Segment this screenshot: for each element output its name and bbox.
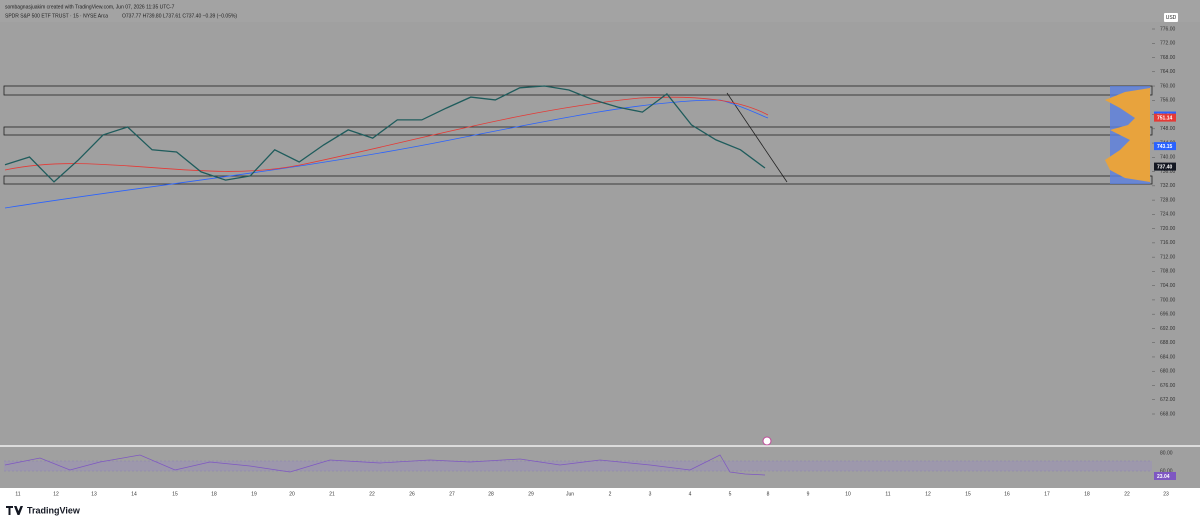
- price-tick-label: 704.00: [1160, 283, 1176, 289]
- price-tag: 737.40: [1157, 164, 1173, 170]
- price-tick-label: 680.00: [1160, 369, 1176, 375]
- time-tick-label: 4: [689, 491, 692, 497]
- zone: [3, 85, 1153, 96]
- price-tick-label: 732.00: [1160, 183, 1176, 189]
- price-tag-box: [1154, 142, 1176, 151]
- trend-line: [726, 92, 788, 183]
- time-tick-label: 12: [925, 491, 931, 497]
- event-icon[interactable]: [762, 436, 772, 446]
- time-tick-label: 15: [172, 491, 178, 497]
- time-tick-label: 20: [289, 491, 295, 497]
- rsi-tick: 80.00: [1160, 450, 1173, 456]
- time-tick-label: 26: [409, 491, 415, 497]
- footer-bar: [0, 500, 1200, 520]
- rsi-band: [4, 461, 1152, 471]
- price-tick-label: 708.00: [1160, 269, 1176, 275]
- price-tick-label: 700.00: [1160, 297, 1176, 303]
- price-tick-label: 728.00: [1160, 197, 1176, 203]
- rsi-tag: 23.04: [1157, 474, 1170, 480]
- price-tick-label: 676.00: [1160, 383, 1176, 389]
- time-tick-label: Jun: [566, 491, 574, 497]
- logo: [6, 506, 23, 515]
- price-tick-label: 748.00: [1160, 126, 1176, 132]
- rsi-line: [4, 454, 766, 476]
- time-tick-label: 12: [53, 491, 59, 497]
- zone: [3, 175, 1153, 185]
- price-axis: 776.00772.00768.00764.00760.00756.00752.…: [1152, 26, 1176, 417]
- price-tick-label: 776.00: [1160, 26, 1176, 32]
- rsi-tag-box: [1154, 472, 1176, 480]
- time-axis: 11 12 13 14 15 18 19 20 21 22 26 27 28 29 Jun 2 3 4 5 8 9 10 1…: [15, 491, 1169, 497]
- time-tick-label: 27: [449, 491, 455, 497]
- zone: [3, 126, 1153, 136]
- chart-background: [0, 0, 1200, 488]
- ohlc: O737.77 H739.80 L737.61 C737.40 −0.39 (−…: [122, 13, 237, 19]
- time-tick-label: 29: [528, 491, 534, 497]
- price-tick-label: 716.00: [1160, 240, 1176, 246]
- price-layer: [4, 85, 766, 183]
- price-tick-label: 740.00: [1160, 155, 1176, 161]
- time-tick-label: 16: [1004, 491, 1010, 497]
- price-line: [4, 85, 766, 183]
- time-tick-label: 28: [488, 491, 494, 497]
- price-tag-box: [1154, 113, 1176, 122]
- time-tick-label: 15: [965, 491, 971, 497]
- credit: sombagnasjuakim created with TradingView…: [5, 4, 175, 10]
- symbol: SPDR S&P 500 ETF TRUST · 15 · NYSE Arca: [5, 13, 108, 19]
- time-tick-label: 18: [211, 491, 217, 497]
- time-axis-bar: [0, 488, 1200, 500]
- time-tick-label: 5: [729, 491, 732, 497]
- time-tick-label: 11: [15, 491, 20, 497]
- profile-volume: [1105, 88, 1150, 182]
- time-tick-label: 19: [251, 491, 257, 497]
- price-tick-label: 764.00: [1160, 69, 1176, 75]
- time-tick-label: 14: [131, 491, 137, 497]
- header-bar: [0, 0, 1200, 22]
- zones: [3, 85, 1153, 185]
- price-tag: 743.15: [1157, 144, 1173, 150]
- currency-box[interactable]: [1164, 13, 1178, 22]
- price-tag: 751.14: [1157, 115, 1173, 121]
- price-tick-label: 736.00: [1160, 169, 1176, 175]
- time-tick-label: 22: [369, 491, 375, 497]
- price-tick-label: 768.00: [1160, 55, 1176, 61]
- price-tick-label: 688.00: [1160, 340, 1176, 346]
- time-tick-label: 13: [91, 491, 97, 497]
- volume-profile: [1105, 86, 1150, 184]
- price-tick-label: 756.00: [1160, 98, 1176, 104]
- price-tick-label: 684.00: [1160, 354, 1176, 360]
- price-tick-label: 724.00: [1160, 212, 1176, 218]
- time-tick-label: 3: [649, 491, 652, 497]
- price-tick-label: 672.00: [1160, 397, 1176, 403]
- footer-brand: TradingView: [27, 505, 81, 515]
- price-tick-label: 720.00: [1160, 226, 1176, 232]
- price-tick-label: 760.00: [1160, 83, 1176, 89]
- time-tick-label: 9: [807, 491, 810, 497]
- price-tick-label: 772.00: [1160, 41, 1176, 47]
- moving-average: [4, 96, 769, 172]
- price-tick-label: 712.00: [1160, 254, 1176, 260]
- time-tick-label: 23: [1163, 491, 1169, 497]
- price-tick-label: 692.00: [1160, 326, 1176, 332]
- time-tick-label: 17: [1044, 491, 1050, 497]
- price-tick-label: 668.00: [1160, 411, 1176, 417]
- rsi-tick: 60.00: [1160, 468, 1173, 474]
- time-tick-label: 2: [609, 491, 612, 497]
- price-tag-box: [1154, 162, 1176, 171]
- time-tick-label: 8: [767, 491, 770, 497]
- time-tick-label: 18: [1084, 491, 1090, 497]
- time-tick-label: 21: [329, 491, 335, 497]
- currency[interactable]: USD: [1166, 15, 1177, 21]
- time-tick-label: 10: [845, 491, 851, 497]
- price-tick-label: 696.00: [1160, 312, 1176, 318]
- time-tick-label: 22: [1124, 491, 1130, 497]
- time-tick-label: 11: [885, 491, 890, 497]
